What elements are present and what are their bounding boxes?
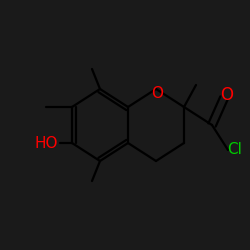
Text: O: O xyxy=(220,86,234,104)
Text: O: O xyxy=(151,86,163,102)
Text: Cl: Cl xyxy=(228,142,242,158)
Text: HO: HO xyxy=(34,136,58,150)
